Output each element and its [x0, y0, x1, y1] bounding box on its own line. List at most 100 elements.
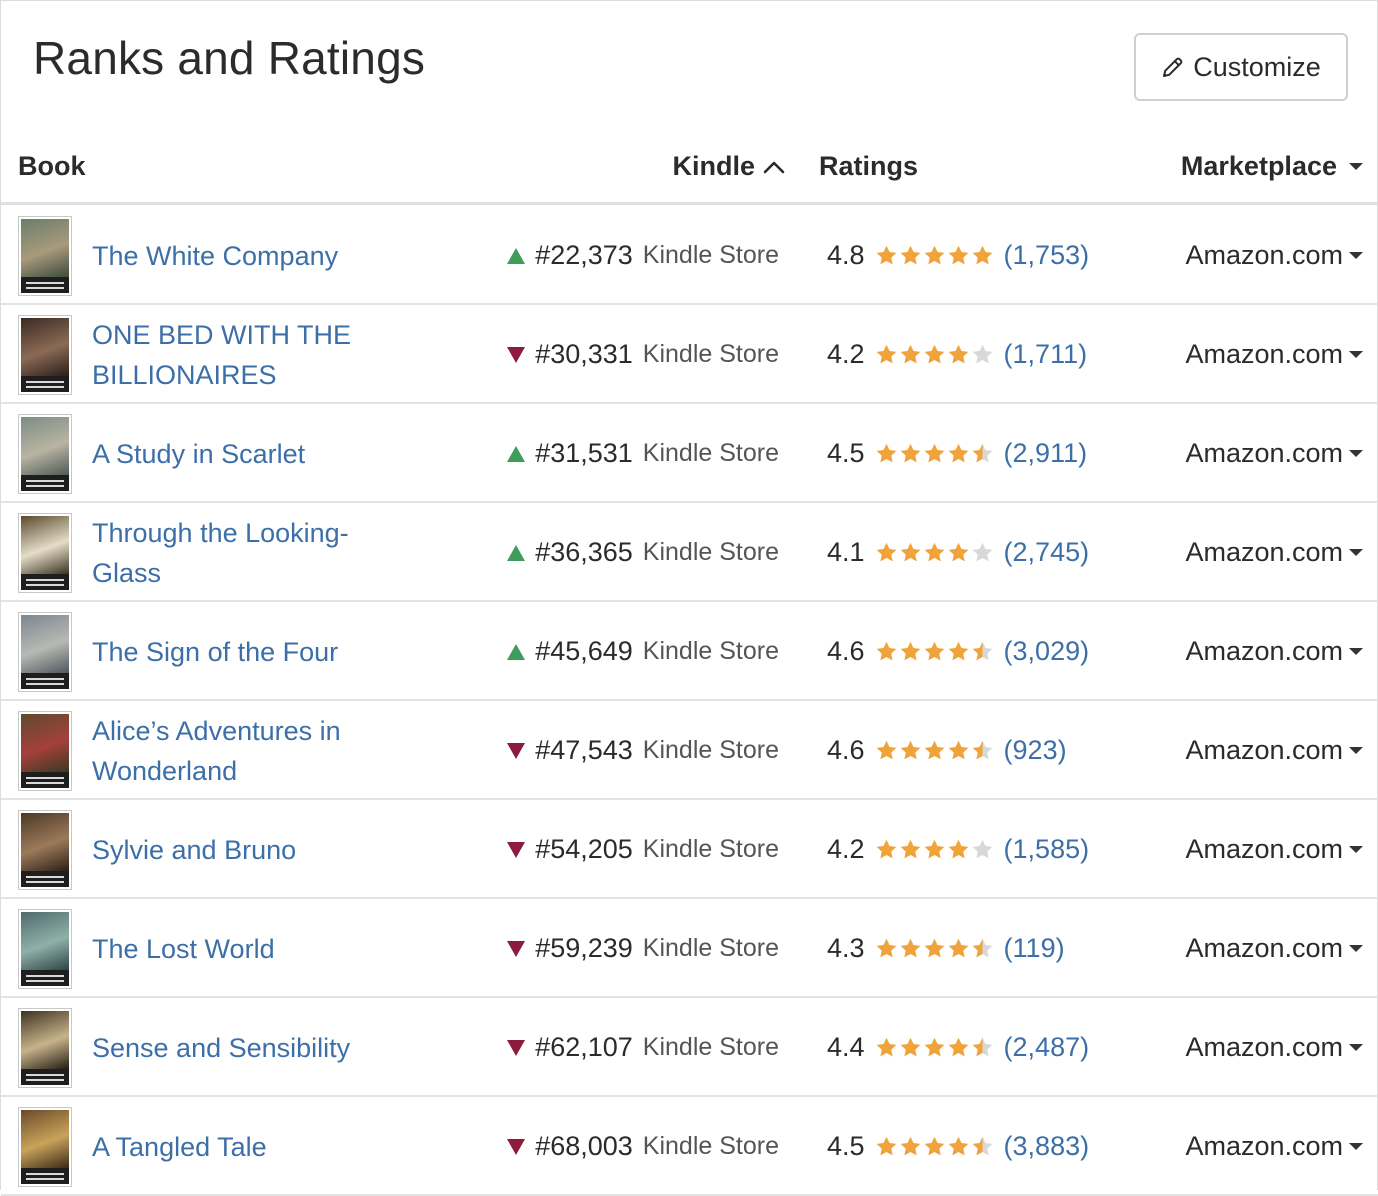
book-title-link[interactable]: Sense and Sensibility: [92, 1032, 351, 1063]
star-icon: [924, 641, 944, 661]
table-header: Book Kindle Ratings Marketplace: [1, 131, 1378, 205]
star-icon: [948, 641, 968, 661]
rating: 4.2 (1,711): [827, 305, 1087, 404]
book-cover-image[interactable]: [18, 1008, 72, 1088]
star-rating: [875, 442, 994, 465]
rating-count-link[interactable]: (1,753): [1003, 240, 1090, 270]
book-cover-image[interactable]: [18, 909, 72, 989]
rank-number: #59,239: [535, 933, 633, 963]
book-cover-image[interactable]: [18, 216, 72, 296]
star-icon: [972, 344, 992, 364]
book-title-link[interactable]: The Sign of the Four: [92, 636, 339, 667]
column-header-ratings[interactable]: Ratings: [819, 151, 918, 182]
rank-number: #36,365: [535, 537, 633, 567]
star-icon: [900, 839, 920, 859]
rating: 4.1 (2,745): [827, 503, 1089, 602]
star-icon: [972, 245, 992, 265]
column-header-book[interactable]: Book: [18, 151, 86, 182]
column-header-kindle[interactable]: Kindle: [672, 151, 785, 182]
caret-down-icon: [1349, 450, 1363, 457]
rating-count-link[interactable]: (1,585): [1003, 834, 1090, 864]
rating: 4.6 (923): [827, 701, 1067, 800]
book-title-link[interactable]: Alice’s Adventures in Wonderland: [92, 715, 341, 786]
marketplace-dropdown[interactable]: Amazon.com: [1185, 1097, 1363, 1196]
column-header-marketplace[interactable]: Marketplace: [1181, 151, 1363, 182]
book-title-link[interactable]: A Tangled Tale: [92, 1131, 267, 1162]
star-icon: [900, 245, 920, 265]
book-cover-image[interactable]: [18, 1107, 72, 1187]
book-cover-image[interactable]: [18, 513, 72, 593]
star-icon: [972, 740, 992, 760]
caret-down-icon: [1349, 648, 1363, 655]
book-cover-image[interactable]: [18, 612, 72, 692]
marketplace-dropdown[interactable]: Amazon.com: [1185, 701, 1363, 800]
caret-down-icon: [1349, 846, 1363, 853]
marketplace-dropdown[interactable]: Amazon.com: [1185, 899, 1363, 998]
marketplace-label: Amazon.com: [1185, 1032, 1343, 1062]
star-icon: [900, 740, 920, 760]
star-icon: [900, 542, 920, 562]
kindle-rank: #36,365 Kindle Store: [507, 503, 779, 602]
rank-store: Kindle Store: [642, 736, 779, 764]
table-row: The Lost World #59,239 Kindle Store 4.3 (119…: [1, 899, 1378, 998]
star-icon: [876, 641, 896, 661]
star-rating: [875, 1036, 994, 1059]
rating-value: 4.6: [827, 735, 865, 765]
rating-count-link[interactable]: (923): [1003, 735, 1067, 765]
customize-button[interactable]: Customize: [1134, 33, 1348, 101]
marketplace-dropdown[interactable]: Amazon.com: [1185, 602, 1363, 701]
caret-down-icon: [1349, 945, 1363, 952]
book-title-link[interactable]: Sylvie and Bruno: [92, 834, 297, 865]
star-icon: [924, 245, 944, 265]
rating-count-link[interactable]: (2,911): [1003, 438, 1088, 468]
rank-store: Kindle Store: [642, 934, 779, 962]
book-title-link[interactable]: The Lost World: [92, 933, 275, 964]
table-row: The White Company #22,373 Kindle Store 4.8 (…: [1, 206, 1378, 305]
rating-count-link[interactable]: (119): [1003, 933, 1065, 963]
book-title-link[interactable]: ONE BED WITH THE BILLIONAIRES: [92, 319, 352, 390]
star-icon: [876, 245, 896, 265]
book-title-link[interactable]: Through the Looking-Glass: [92, 517, 349, 588]
table-row: The Sign of the Four #45,649 Kindle Store 4…: [1, 602, 1378, 701]
rank-number: #22,373: [535, 240, 633, 270]
kindle-rank: #22,373 Kindle Store: [507, 206, 779, 305]
book-cover-image[interactable]: [18, 315, 72, 395]
rank-number: #47,543: [535, 735, 633, 765]
rating-value: 4.1: [827, 537, 865, 567]
rating-count-link[interactable]: (1,711): [1003, 339, 1088, 369]
marketplace-dropdown[interactable]: Amazon.com: [1185, 404, 1363, 503]
book-cover-image[interactable]: [18, 810, 72, 890]
rank-store: Kindle Store: [642, 340, 779, 368]
marketplace-dropdown[interactable]: Amazon.com: [1185, 305, 1363, 404]
kindle-rank: #30,331 Kindle Store: [507, 305, 779, 404]
caret-down-icon: [1349, 163, 1363, 170]
book-cover-image[interactable]: [18, 414, 72, 494]
rating-count-link[interactable]: (2,745): [1003, 537, 1090, 567]
star-icon: [924, 1037, 944, 1057]
star-icon: [876, 542, 896, 562]
rating-count-link[interactable]: (2,487): [1003, 1032, 1090, 1062]
marketplace-dropdown[interactable]: Amazon.com: [1185, 206, 1363, 305]
caret-down-icon: [1349, 549, 1363, 556]
marketplace-dropdown[interactable]: Amazon.com: [1185, 998, 1363, 1097]
table-row: Through the Looking-Glass #36,365 Kindle S…: [1, 503, 1378, 602]
book-title-link[interactable]: A Study in Scarlet: [92, 438, 306, 469]
trend-down-icon: [507, 742, 526, 759]
rank-number: #62,107: [535, 1032, 633, 1062]
book-title-link[interactable]: The White Company: [92, 240, 339, 271]
rating-count-link[interactable]: (3,883): [1003, 1131, 1090, 1161]
book-cover-image[interactable]: [18, 711, 72, 791]
trend-up-icon: [507, 643, 526, 660]
rating-count-link[interactable]: (3,029): [1003, 636, 1090, 666]
star-icon: [876, 1136, 896, 1156]
trend-down-icon: [507, 1039, 526, 1056]
star-icon: [948, 344, 968, 364]
rank-store: Kindle Store: [642, 835, 779, 863]
star-icon: [876, 938, 896, 958]
marketplace-dropdown[interactable]: Amazon.com: [1185, 800, 1363, 899]
table-row: A Study in Scarlet #31,531 Kindle Store 4.5…: [1, 404, 1378, 503]
marketplace-dropdown[interactable]: Amazon.com: [1185, 503, 1363, 602]
rank-store: Kindle Store: [642, 637, 779, 665]
star-rating: [875, 343, 994, 366]
star-rating: [875, 541, 994, 564]
